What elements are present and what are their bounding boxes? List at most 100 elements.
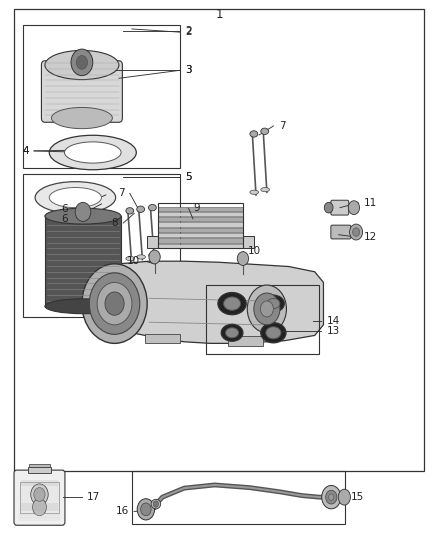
Bar <box>243 236 254 248</box>
Text: 5: 5 <box>185 172 192 182</box>
Text: 4: 4 <box>22 146 29 156</box>
Ellipse shape <box>137 255 145 259</box>
Circle shape <box>348 201 360 215</box>
Circle shape <box>31 484 48 505</box>
Circle shape <box>89 273 140 334</box>
Circle shape <box>149 250 160 264</box>
Ellipse shape <box>49 135 136 169</box>
Bar <box>23 174 180 317</box>
Ellipse shape <box>221 324 243 341</box>
Circle shape <box>75 203 91 221</box>
Ellipse shape <box>262 295 284 312</box>
Circle shape <box>254 293 280 325</box>
Ellipse shape <box>338 489 350 505</box>
Ellipse shape <box>137 206 145 213</box>
Circle shape <box>322 486 341 509</box>
Bar <box>158 207 243 211</box>
Circle shape <box>325 490 337 504</box>
Ellipse shape <box>250 190 258 195</box>
Ellipse shape <box>45 299 121 314</box>
Ellipse shape <box>226 328 239 338</box>
Ellipse shape <box>148 205 156 211</box>
Bar <box>28 467 51 473</box>
Bar <box>29 464 49 467</box>
Ellipse shape <box>261 128 268 134</box>
Ellipse shape <box>218 293 246 315</box>
Ellipse shape <box>126 208 134 214</box>
Bar <box>45 216 121 306</box>
Ellipse shape <box>250 131 258 137</box>
Bar <box>158 212 243 216</box>
Text: 17: 17 <box>87 492 100 502</box>
Text: 5: 5 <box>185 172 192 182</box>
FancyBboxPatch shape <box>331 200 349 215</box>
Bar <box>158 203 243 248</box>
Ellipse shape <box>45 51 119 79</box>
Bar <box>145 334 180 343</box>
Bar <box>23 25 180 168</box>
Bar <box>14 10 424 471</box>
Circle shape <box>137 499 155 520</box>
Circle shape <box>105 292 124 316</box>
Text: 10: 10 <box>248 246 261 256</box>
Text: 7: 7 <box>279 121 285 131</box>
Bar <box>158 222 243 227</box>
Circle shape <box>353 228 360 236</box>
Circle shape <box>328 494 334 500</box>
Circle shape <box>32 499 46 516</box>
Ellipse shape <box>51 108 113 128</box>
Circle shape <box>141 503 151 516</box>
Ellipse shape <box>266 327 281 339</box>
Text: 14: 14 <box>326 316 340 326</box>
Text: 1: 1 <box>215 7 223 21</box>
Text: 2: 2 <box>185 27 192 37</box>
Circle shape <box>260 301 273 317</box>
Circle shape <box>247 285 286 333</box>
Circle shape <box>324 203 333 213</box>
Bar <box>147 236 158 248</box>
Text: 12: 12 <box>364 232 377 243</box>
FancyBboxPatch shape <box>331 225 351 239</box>
Circle shape <box>82 264 147 343</box>
Text: 16: 16 <box>116 506 129 516</box>
Bar <box>132 471 345 523</box>
Circle shape <box>97 282 132 325</box>
Text: 6: 6 <box>61 214 68 224</box>
Text: 10: 10 <box>127 256 140 266</box>
Ellipse shape <box>126 256 134 261</box>
Ellipse shape <box>223 297 240 310</box>
Ellipse shape <box>45 208 121 224</box>
Bar <box>206 285 319 354</box>
Text: 3: 3 <box>185 66 192 75</box>
Bar <box>228 336 262 346</box>
Text: 13: 13 <box>326 326 340 336</box>
Ellipse shape <box>148 253 157 257</box>
Circle shape <box>34 488 45 502</box>
Bar <box>158 228 243 232</box>
Circle shape <box>350 224 363 240</box>
Bar <box>158 233 243 237</box>
Text: 7: 7 <box>118 188 124 198</box>
Text: 8: 8 <box>111 218 118 228</box>
Bar <box>20 482 59 513</box>
Text: 6: 6 <box>61 204 68 214</box>
Text: 9: 9 <box>194 203 200 213</box>
Text: 15: 15 <box>350 492 364 502</box>
Circle shape <box>71 49 93 76</box>
Polygon shape <box>95 261 323 343</box>
Ellipse shape <box>261 322 286 343</box>
Bar <box>158 244 243 248</box>
Ellipse shape <box>64 142 121 163</box>
Ellipse shape <box>35 182 116 214</box>
Circle shape <box>153 501 159 507</box>
Bar <box>158 238 243 243</box>
Ellipse shape <box>49 188 102 208</box>
Text: 11: 11 <box>364 198 377 208</box>
Text: 3: 3 <box>185 66 192 75</box>
FancyBboxPatch shape <box>42 61 122 122</box>
FancyBboxPatch shape <box>14 470 65 525</box>
Ellipse shape <box>151 499 161 509</box>
Bar <box>158 217 243 221</box>
Circle shape <box>237 252 249 265</box>
Circle shape <box>76 55 88 69</box>
